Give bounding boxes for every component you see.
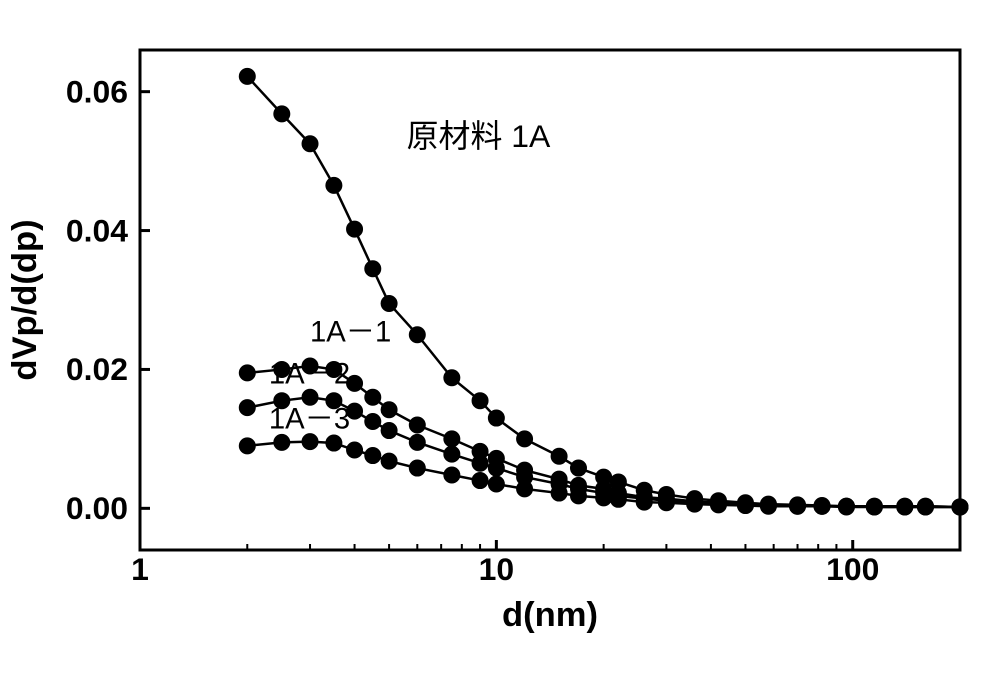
series-marker-series_1A_3 bbox=[814, 498, 830, 514]
series-marker-series_1A_2 bbox=[444, 446, 460, 462]
series-marker-raw_material_1A bbox=[239, 68, 255, 84]
series-marker-series_1A_3 bbox=[444, 467, 460, 483]
series-marker-series_1A_3 bbox=[658, 495, 674, 511]
series-label-series_1A_3: 1A－3 bbox=[269, 403, 350, 435]
series-marker-series_1A_3 bbox=[274, 434, 290, 450]
series-marker-series_1A_2 bbox=[409, 434, 425, 450]
series-marker-series_1A_3 bbox=[610, 491, 626, 507]
series-marker-raw_material_1A bbox=[347, 221, 363, 237]
series-marker-series_1A_1 bbox=[365, 389, 381, 405]
series-marker-series_1A_3 bbox=[866, 499, 882, 515]
series-marker-raw_material_1A bbox=[551, 448, 567, 464]
y-tick-label: 0.06 bbox=[66, 73, 128, 109]
series-marker-series_1A_3 bbox=[347, 442, 363, 458]
series-marker-series_1A_3 bbox=[365, 448, 381, 464]
series-marker-series_1A_1 bbox=[409, 417, 425, 433]
series-marker-series_1A_1 bbox=[381, 402, 397, 418]
series-marker-series_1A_3 bbox=[551, 485, 567, 501]
series-marker-series_1A_3 bbox=[570, 488, 586, 504]
series-marker-series_1A_3 bbox=[917, 499, 933, 515]
x-axis-label: d(nm) bbox=[502, 596, 598, 634]
series-marker-series_1A_3 bbox=[760, 498, 776, 514]
series-marker-raw_material_1A bbox=[302, 136, 318, 152]
series-marker-series_1A_1 bbox=[239, 365, 255, 381]
series-marker-series_1A_2 bbox=[472, 455, 488, 471]
series-marker-raw_material_1A bbox=[409, 327, 425, 343]
series-marker-series_1A_3 bbox=[302, 434, 318, 450]
y-tick-label: 0.02 bbox=[66, 351, 128, 387]
series-marker-raw_material_1A bbox=[517, 431, 533, 447]
series-marker-series_1A_2 bbox=[381, 423, 397, 439]
series-marker-raw_material_1A bbox=[326, 177, 342, 193]
x-tick-label: 1 bbox=[131, 551, 149, 587]
x-tick-label: 10 bbox=[479, 551, 515, 587]
y-tick-label: 0.04 bbox=[66, 212, 128, 248]
series-marker-raw_material_1A bbox=[472, 393, 488, 409]
series-marker-raw_material_1A bbox=[444, 370, 460, 386]
series-marker-series_1A_3 bbox=[488, 476, 504, 492]
series-marker-series_1A_3 bbox=[326, 435, 342, 451]
series-label-series_1A_1: 1A－1 bbox=[310, 317, 391, 349]
series-marker-series_1A_3 bbox=[472, 473, 488, 489]
series-marker-raw_material_1A bbox=[488, 410, 504, 426]
series-label-raw_material_1A: 原材料 1A bbox=[407, 118, 551, 154]
series-marker-series_1A_3 bbox=[952, 499, 968, 515]
series-marker-series_1A_3 bbox=[897, 499, 913, 515]
series-marker-series_1A_3 bbox=[239, 438, 255, 454]
series-marker-series_1A_1 bbox=[444, 431, 460, 447]
series-marker-raw_material_1A bbox=[381, 295, 397, 311]
series-marker-series_1A_3 bbox=[636, 494, 652, 510]
y-axis-label: dVp/d(dp) bbox=[6, 219, 44, 380]
x-tick-label: 100 bbox=[826, 551, 879, 587]
series-marker-series_1A_3 bbox=[737, 498, 753, 514]
series-marker-series_1A_3 bbox=[409, 460, 425, 476]
series-marker-series_1A_2 bbox=[239, 400, 255, 416]
series-marker-series_1A_3 bbox=[517, 481, 533, 497]
series-marker-series_1A_3 bbox=[710, 497, 726, 513]
series-label-series_1A_2: 1A－2 bbox=[269, 358, 350, 390]
series-marker-series_1A_3 bbox=[381, 453, 397, 469]
pore-distribution-chart: 1 10 100 d(nm) 0.00 0.02 0.04 0.06 dVp/d(dp) 原材料 … bbox=[0, 0, 1000, 676]
series-marker-series_1A_3 bbox=[596, 490, 612, 506]
series-marker-series_1A_3 bbox=[790, 498, 806, 514]
y-tick-label: 0.00 bbox=[66, 490, 128, 526]
series-marker-series_1A_2 bbox=[488, 460, 504, 476]
series-marker-raw_material_1A bbox=[274, 106, 290, 122]
series-marker-series_1A_2 bbox=[365, 414, 381, 430]
series-marker-raw_material_1A bbox=[365, 261, 381, 277]
series-marker-series_1A_3 bbox=[687, 496, 703, 512]
series-marker-series_1A_3 bbox=[838, 499, 854, 515]
series-marker-raw_material_1A bbox=[570, 460, 586, 476]
